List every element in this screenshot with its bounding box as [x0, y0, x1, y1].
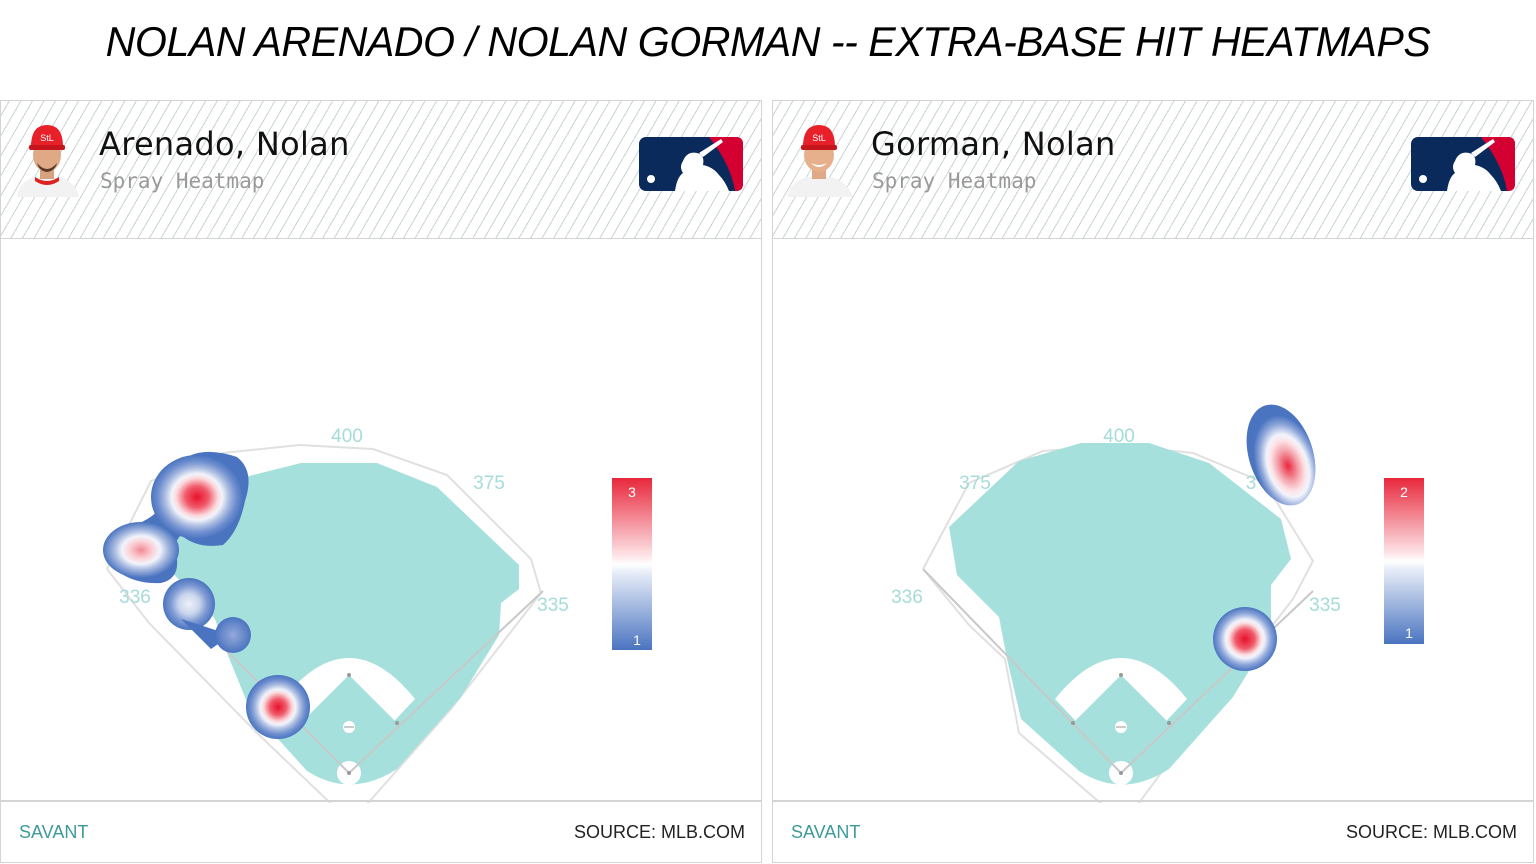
heatmap-blobs	[103, 451, 310, 739]
arenado-panel: StL Arenado, Nolan Spray Heatmap	[0, 100, 762, 863]
distance-label-right-center: 375	[473, 473, 505, 494]
panel-header: StL Gorman, Nolan Spray Heatmap	[773, 101, 1533, 239]
outfield-grass	[949, 443, 1291, 785]
distance-label-center: 400	[1103, 426, 1135, 447]
heat-legend	[612, 478, 652, 650]
distance-label-right-line: 335	[537, 595, 569, 616]
mlb-logo-icon	[1411, 137, 1515, 191]
distance-label-left-center: 375	[959, 473, 991, 494]
panel-footer: SAVANT SOURCE: MLB.COM	[1, 800, 761, 862]
savant-link[interactable]: SAVANT	[791, 822, 861, 842]
field-diagram: 400 375 3 336 335	[891, 404, 1341, 820]
spray-chart: 400 375 3 336 335 2 1	[773, 239, 1533, 820]
field-diagram: 400 375 336 335	[103, 426, 569, 820]
panel-header: StL Arenado, Nolan Spray Heatmap	[1, 101, 761, 239]
savant-link[interactable]: SAVANT	[19, 822, 89, 842]
player-headshot: StL	[17, 125, 79, 197]
page-title: NOLAN ARENADO / NOLAN GORMAN -- EXTRA-BA…	[105, 18, 1431, 65]
distance-label-right-line: 335	[1309, 595, 1341, 616]
mlb-logo-icon	[639, 137, 743, 191]
chart-subtitle: Spray Heatmap	[872, 169, 1037, 193]
panel-footer: SAVANT SOURCE: MLB.COM	[773, 800, 1533, 862]
distance-label-left-line: 336	[891, 587, 923, 608]
legend-min-label: 1	[1405, 625, 1413, 641]
legend-min-label: 1	[633, 632, 641, 648]
legend-max-label: 2	[1400, 484, 1408, 500]
player-name: Gorman, Nolan	[871, 125, 1116, 163]
distance-label-center: 400	[331, 426, 363, 447]
player-name: Arenado, Nolan	[99, 125, 350, 163]
spray-chart: 400 375 336 335 3 1	[1, 239, 761, 820]
source-text: SOURCE: MLB.COM	[573, 822, 745, 842]
distance-label-left-line: 336	[119, 587, 151, 608]
chart-subtitle: Spray Heatmap	[100, 169, 265, 193]
svg-text:StL: StL	[812, 133, 826, 143]
distance-label-right-center: 3	[1246, 473, 1257, 494]
legend-max-label: 3	[628, 484, 636, 500]
heat-legend	[1384, 478, 1424, 644]
source-text: SOURCE: MLB.COM	[1345, 822, 1517, 842]
gorman-panel: StL Gorman, Nolan Spray Heatmap	[772, 100, 1534, 863]
heatmap-blobs	[1213, 404, 1316, 671]
svg-text:StL: StL	[40, 133, 54, 143]
player-headshot: StL	[787, 125, 853, 197]
